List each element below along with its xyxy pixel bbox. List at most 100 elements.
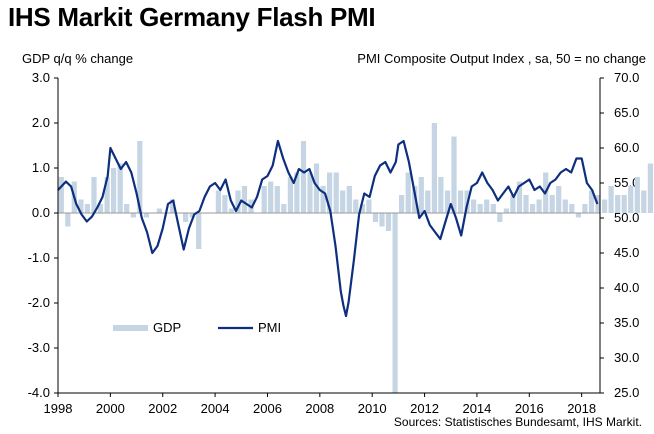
gdp-bar <box>124 204 130 213</box>
gdp-bar <box>169 199 176 213</box>
left-axis-label: GDP q/q % change <box>22 51 134 66</box>
gdp-bar <box>327 172 333 213</box>
left-tick-label: 1.0 <box>32 160 50 175</box>
x-tick-label: 2008 <box>305 401 334 416</box>
gdp-bar <box>484 199 490 213</box>
gdp-bar <box>562 199 568 213</box>
left-tick-label: -4.0 <box>28 385 50 400</box>
x-tick-label: 2006 <box>253 401 282 416</box>
gdp-bar <box>503 208 509 213</box>
gdp-bar <box>530 204 536 213</box>
gdp-bar <box>346 186 352 213</box>
gdp-bar <box>117 163 123 213</box>
pmi-line <box>57 139 599 318</box>
gdp-bar <box>353 199 359 213</box>
chart-title: IHS Markit Germany Flash PMI <box>8 2 376 32</box>
right-tick-label: 35.0 <box>614 315 639 330</box>
right-tick-label: 25.0 <box>614 385 639 400</box>
gdp-bar <box>575 213 581 218</box>
x-tick-label: 2004 <box>201 401 230 416</box>
gdp-bar <box>235 190 241 213</box>
gdp-bar <box>281 204 287 213</box>
gdp-bar <box>634 177 640 213</box>
left-tick-label: 3.0 <box>32 70 50 85</box>
gdp-bar <box>399 195 405 213</box>
right-axis-label: PMI Composite Output Index , sa, 50 = no… <box>357 51 646 66</box>
gdp-bar <box>307 172 313 213</box>
gdp-bar <box>471 199 477 213</box>
gdp-bar <box>261 186 267 213</box>
gdp-bar <box>300 141 307 213</box>
gdp-bar <box>287 177 293 213</box>
legend-gdp-label: GDP <box>153 320 181 335</box>
gdp-bar <box>412 186 418 213</box>
gdp-bar <box>156 208 162 213</box>
x-tick-label: 2012 <box>410 401 439 416</box>
right-tick-label: 30.0 <box>614 350 639 365</box>
left-axis-ticks: 3.0 2.0 1.0 0.0 -1.0 -2.0 -3.0 -4.0 <box>28 70 58 400</box>
x-tick-label: 2018 <box>567 401 596 416</box>
x-axis-ticks: 1998 2000 2002 2004 2006 2008 2010 2012 2014 2016… <box>44 393 596 416</box>
gdp-bar <box>215 190 221 213</box>
left-tick-label: -2.0 <box>28 295 50 310</box>
gdp-bars <box>58 123 653 393</box>
gdp-bar <box>588 190 595 213</box>
gdp-bar <box>595 195 601 213</box>
gdp-bar <box>608 186 614 213</box>
gdp-bar <box>615 195 621 213</box>
right-tick-label: 40.0 <box>614 280 639 295</box>
gdp-bar <box>84 204 90 213</box>
legend-pmi-label: PMI <box>258 320 281 335</box>
x-tick-label: 1998 <box>44 401 73 416</box>
gdp-bar <box>385 213 392 231</box>
gdp-bar <box>196 213 202 249</box>
left-tick-label: 2.0 <box>32 115 50 130</box>
gdp-bar <box>582 204 588 213</box>
plot-frame <box>57 78 601 394</box>
gdp-bar <box>222 195 228 213</box>
gdp-bar <box>497 213 503 222</box>
gdp-bar <box>379 213 385 227</box>
gdp-bar <box>58 177 64 213</box>
right-axis-ticks: 70.065.060.055.050.045.040.035.030.025.0 <box>600 70 639 400</box>
legend-gdp-swatch <box>113 325 148 331</box>
gdp-bar <box>431 123 437 213</box>
gdp-bar <box>523 195 529 213</box>
gdp-bar <box>372 213 379 222</box>
gdp-bar <box>359 204 365 213</box>
gdp-bar <box>510 195 516 213</box>
gdp-bar <box>490 204 496 213</box>
gdp-bar <box>294 172 300 213</box>
gdp-bar <box>320 186 326 213</box>
gdp-bar <box>189 213 195 218</box>
gdp-bar <box>137 141 143 213</box>
x-tick-label: 2014 <box>462 401 491 416</box>
gdp-bar <box>130 213 136 218</box>
left-tick-label: -3.0 <box>28 340 50 355</box>
gdp-bar <box>516 181 523 213</box>
source-note: Sources: Statistisches Bundesamt, IHS Ma… <box>393 415 642 429</box>
gdp-bar <box>340 190 346 213</box>
right-tick-label: 60.0 <box>614 140 639 155</box>
gdp-bar <box>228 208 234 213</box>
left-tick-label: -1.0 <box>28 250 50 265</box>
gdp-bar <box>569 204 575 213</box>
gdp-bar <box>366 199 372 213</box>
right-tick-label: 65.0 <box>614 105 639 120</box>
gdp-bar <box>333 172 339 213</box>
gdp-bar <box>405 172 411 213</box>
gdp-bar <box>104 177 110 213</box>
gdp-bar <box>641 190 647 213</box>
legend: GDP PMI <box>113 320 281 335</box>
x-tick-label: 2000 <box>96 401 125 416</box>
gdp-bar <box>602 199 608 213</box>
gdp-bar <box>111 168 117 213</box>
gdp-bar <box>647 163 653 213</box>
gdp-bar <box>274 186 280 213</box>
gdp-bar <box>241 186 248 213</box>
right-tick-label: 70.0 <box>614 70 639 85</box>
gdp-bar <box>549 195 555 213</box>
x-tick-label: 2010 <box>358 401 387 416</box>
gdp-bar <box>392 213 398 393</box>
